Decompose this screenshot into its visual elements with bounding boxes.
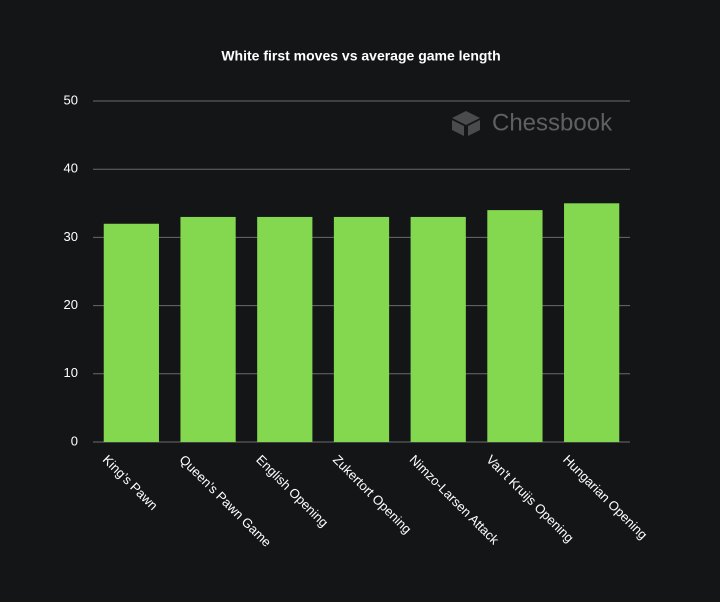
bar [103, 223, 159, 442]
bar [257, 216, 313, 442]
y-tick-label: 50 [64, 92, 78, 107]
y-tick-label: 20 [64, 297, 78, 312]
bar [564, 203, 620, 442]
y-tick-label: 0 [71, 433, 78, 448]
bar [333, 216, 390, 442]
bar [487, 210, 543, 442]
y-tick-label: 40 [64, 161, 78, 176]
bar [410, 216, 466, 442]
watermark-icon [452, 111, 480, 136]
chart-title: White first moves vs average game length [221, 48, 500, 64]
bar [180, 216, 236, 442]
y-tick-label: 10 [64, 365, 78, 380]
y-tick-label: 30 [64, 229, 78, 244]
watermark: Chessbook [492, 109, 613, 136]
